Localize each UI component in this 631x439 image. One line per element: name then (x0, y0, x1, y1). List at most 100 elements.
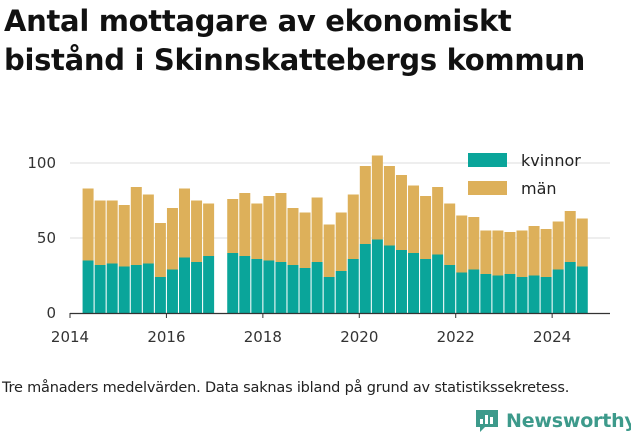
bar-kvinnor (504, 274, 516, 313)
bar-kvinnor (179, 257, 191, 313)
bar-man (263, 196, 275, 261)
bar-kvinnor (239, 256, 251, 313)
bar-man (420, 196, 432, 259)
bar-man (275, 193, 287, 262)
bar-kvinnor (191, 262, 203, 313)
bar-man (311, 197, 323, 262)
bar-man (239, 193, 251, 256)
bar-man (347, 194, 359, 259)
footnote: Tre månaders medelvärden. Data saknas ib… (2, 380, 570, 396)
bar-kvinnor (166, 269, 178, 313)
bar-man (335, 212, 347, 271)
bar-kvinnor (444, 265, 456, 313)
x-tick-label: 2020 (340, 328, 378, 346)
x-tick-label: 2016 (147, 328, 185, 346)
bar-man (118, 205, 130, 267)
bar-kvinnor (263, 260, 275, 313)
legend-swatch-man (468, 181, 507, 195)
bar-man (468, 217, 480, 270)
newsworthy-logo-icon (476, 410, 498, 432)
bar-kvinnor (130, 265, 142, 313)
legend-swatch-kvinnor (468, 153, 507, 167)
bar-man (227, 199, 239, 253)
bar-kvinnor (383, 245, 395, 313)
bar-kvinnor (408, 253, 420, 313)
bar-man (552, 221, 564, 270)
bar-man (444, 203, 456, 265)
bar-kvinnor (564, 262, 576, 313)
bar-kvinnor (528, 275, 540, 313)
bars (82, 155, 588, 313)
bar-kvinnor (552, 269, 564, 313)
bar-kvinnor (335, 271, 347, 313)
bar-man (540, 229, 552, 277)
bar-kvinnor (456, 272, 468, 313)
bar-man (395, 175, 407, 250)
bar-man (564, 211, 576, 262)
bar-kvinnor (118, 266, 130, 313)
bar-kvinnor (492, 275, 504, 313)
y-tick-label: 0 (46, 304, 56, 322)
bar-kvinnor (227, 253, 239, 313)
legend-label: kvinnor (521, 151, 581, 170)
bar-man (492, 230, 504, 276)
bar-man (106, 200, 118, 264)
bar-man (504, 232, 516, 274)
bar-kvinnor (323, 277, 335, 313)
bar-man (528, 226, 540, 276)
bar-man (371, 155, 383, 240)
bar-man (94, 200, 106, 265)
bar-kvinnor (576, 266, 588, 313)
bar-man (287, 208, 299, 265)
x-axis: 2014 2016 2018 2020 2022 2024 (51, 312, 610, 346)
bar-man (456, 215, 468, 273)
bar-man (383, 166, 395, 246)
bar-man (359, 166, 371, 244)
bar-kvinnor (154, 277, 166, 313)
bar-kvinnor (516, 277, 528, 313)
bar-man (299, 212, 311, 268)
bar-kvinnor (420, 259, 432, 313)
x-tick-label: 2014 (51, 328, 89, 346)
brand-logo: Newsworthy (474, 408, 631, 434)
bar-kvinnor (251, 259, 263, 313)
y-tick-label: 50 (37, 229, 56, 247)
bar-man (203, 203, 215, 256)
legend: kvinnor män (468, 151, 581, 198)
x-tick-label: 2024 (533, 328, 571, 346)
x-tick-label: 2018 (244, 328, 282, 346)
bar-kvinnor (480, 274, 492, 313)
brand-name: Newsworthy (506, 410, 631, 432)
bar-kvinnor (287, 265, 299, 313)
bar-kvinnor (395, 250, 407, 313)
bar-kvinnor (359, 244, 371, 313)
bar-kvinnor (203, 256, 215, 313)
bar-man (408, 185, 420, 253)
bar-kvinnor (275, 262, 287, 313)
bar-man (166, 208, 178, 270)
bar-kvinnor (311, 262, 323, 313)
x-tick-label: 2022 (437, 328, 475, 346)
y-axis-ticks: 0 50 100 (27, 154, 56, 322)
bar-kvinnor (540, 277, 552, 313)
bar-man (516, 230, 528, 277)
bar-man (251, 203, 263, 259)
bar-kvinnor (106, 263, 118, 313)
bar-kvinnor (468, 269, 480, 313)
bar-man (576, 218, 588, 267)
bar-kvinnor (142, 263, 154, 313)
bar-man (191, 200, 203, 262)
bar-man (179, 188, 191, 258)
y-tick-label: 100 (27, 154, 56, 172)
bar-kvinnor (432, 254, 444, 313)
bar-kvinnor (347, 259, 359, 313)
bar-man (480, 230, 492, 274)
bar-man (130, 187, 142, 265)
bar-kvinnor (82, 260, 94, 313)
bar-kvinnor (94, 265, 106, 313)
bar-man (142, 194, 154, 264)
bar-kvinnor (299, 268, 311, 313)
bar-man (432, 187, 444, 255)
legend-label: män (521, 179, 557, 198)
